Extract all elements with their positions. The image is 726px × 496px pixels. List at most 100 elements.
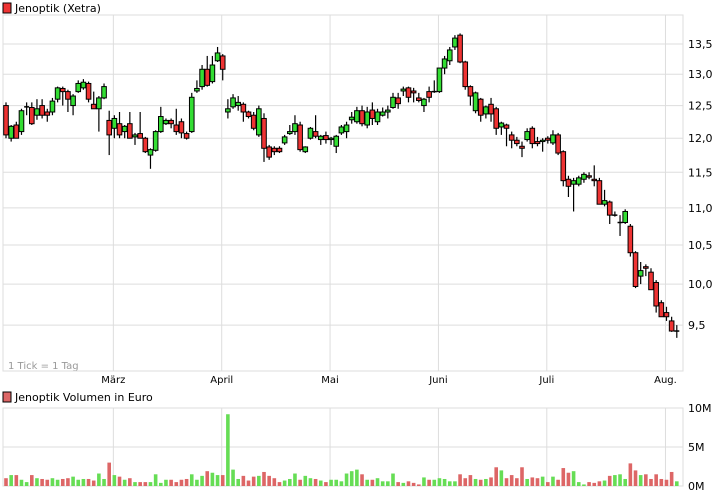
candle bbox=[359, 105, 365, 127]
volume-bar bbox=[9, 475, 13, 486]
volume-bar bbox=[422, 477, 426, 486]
candle-body-up bbox=[333, 135, 340, 147]
candle-body-down bbox=[276, 147, 283, 153]
candle bbox=[54, 86, 61, 103]
candle bbox=[245, 110, 252, 119]
candle bbox=[658, 300, 665, 318]
volume-bar bbox=[298, 479, 302, 486]
volume-bar bbox=[339, 481, 344, 486]
volume-bar bbox=[133, 482, 137, 486]
volume-bar bbox=[437, 478, 442, 486]
candle bbox=[514, 136, 520, 147]
candle-body-up bbox=[524, 131, 530, 141]
price-plot-frame bbox=[2, 14, 684, 372]
candle bbox=[271, 146, 278, 156]
candle bbox=[39, 99, 45, 119]
candle bbox=[70, 94, 76, 116]
candle-body-up bbox=[158, 116, 164, 133]
price-tick-label: 9,5 bbox=[688, 319, 706, 332]
volume-bar bbox=[215, 475, 220, 486]
volume-bar bbox=[24, 482, 29, 486]
price-tick-label: 13,0 bbox=[688, 68, 713, 81]
volume-legend-swatch bbox=[2, 391, 12, 403]
candle-body-up bbox=[287, 131, 293, 135]
candle-body-up bbox=[54, 87, 61, 100]
price-tick-label: 12,5 bbox=[688, 100, 713, 113]
volume-bar bbox=[520, 467, 524, 486]
candle bbox=[343, 121, 350, 139]
volume-bar bbox=[489, 477, 493, 486]
volume-bar bbox=[391, 473, 395, 486]
candle-body-down bbox=[90, 103, 97, 110]
candle bbox=[379, 107, 386, 117]
candle-body-up bbox=[34, 108, 40, 116]
candle bbox=[467, 85, 474, 106]
volume-bar bbox=[427, 479, 431, 486]
candle-body-up bbox=[281, 136, 288, 144]
volume-bar bbox=[179, 479, 184, 486]
volume-bar bbox=[40, 478, 44, 486]
candle-body-down bbox=[250, 114, 257, 129]
candle bbox=[292, 115, 298, 135]
candle bbox=[477, 97, 484, 122]
volume-bar bbox=[45, 479, 50, 486]
candle-body-up bbox=[199, 68, 205, 88]
candle-body-down bbox=[426, 91, 432, 98]
volume-bar bbox=[592, 482, 597, 486]
candle bbox=[142, 136, 149, 154]
candle-body-up bbox=[498, 122, 505, 128]
candle bbox=[90, 91, 97, 110]
volume-bar bbox=[138, 482, 142, 486]
volume-bar bbox=[432, 479, 437, 486]
candle-body-down bbox=[142, 137, 149, 153]
candle bbox=[550, 130, 556, 145]
candle-body-up bbox=[364, 111, 370, 126]
candle bbox=[49, 97, 56, 116]
candle-body-down bbox=[606, 201, 613, 216]
candle-body-down bbox=[271, 147, 278, 153]
volume-bar bbox=[257, 475, 261, 486]
volume-bar bbox=[597, 481, 602, 486]
candle bbox=[581, 172, 587, 183]
volume-bar bbox=[494, 467, 498, 486]
candle bbox=[116, 111, 123, 139]
volume-bar bbox=[453, 481, 457, 486]
candle bbox=[570, 177, 577, 212]
candle-body-up bbox=[80, 81, 87, 89]
month-label: Aug. bbox=[654, 375, 677, 386]
candle bbox=[240, 102, 247, 122]
volume-bar bbox=[334, 479, 339, 486]
price-legend-swatch bbox=[2, 2, 12, 14]
candle-body-down bbox=[514, 139, 520, 145]
candle bbox=[545, 136, 551, 144]
candle bbox=[395, 92, 401, 109]
candle bbox=[586, 172, 592, 180]
candle bbox=[390, 92, 396, 109]
candle bbox=[508, 131, 515, 149]
volume-bar bbox=[272, 478, 277, 486]
candle bbox=[235, 96, 241, 111]
candle bbox=[591, 165, 598, 187]
candle-body-up bbox=[385, 109, 391, 113]
price-tick-label: 11,5 bbox=[688, 166, 713, 179]
volume-bar bbox=[417, 484, 421, 486]
candle-body-up bbox=[152, 131, 159, 151]
volume-bar bbox=[525, 478, 529, 486]
volume-bar bbox=[246, 480, 251, 486]
volume-bar bbox=[669, 471, 674, 486]
candle bbox=[297, 121, 303, 152]
candle-body-up bbox=[70, 95, 76, 107]
month-label: Juni bbox=[428, 375, 447, 386]
volume-bar bbox=[556, 479, 560, 486]
volume-bar bbox=[50, 478, 55, 486]
candle-body-down bbox=[65, 91, 71, 100]
candle bbox=[183, 131, 190, 140]
candle bbox=[333, 134, 340, 154]
candle-body-up bbox=[302, 146, 309, 153]
candle bbox=[483, 105, 489, 119]
candle bbox=[106, 110, 113, 156]
volume-bar bbox=[458, 474, 462, 486]
volume-bar bbox=[602, 480, 607, 486]
candle-body-up bbox=[400, 88, 407, 92]
